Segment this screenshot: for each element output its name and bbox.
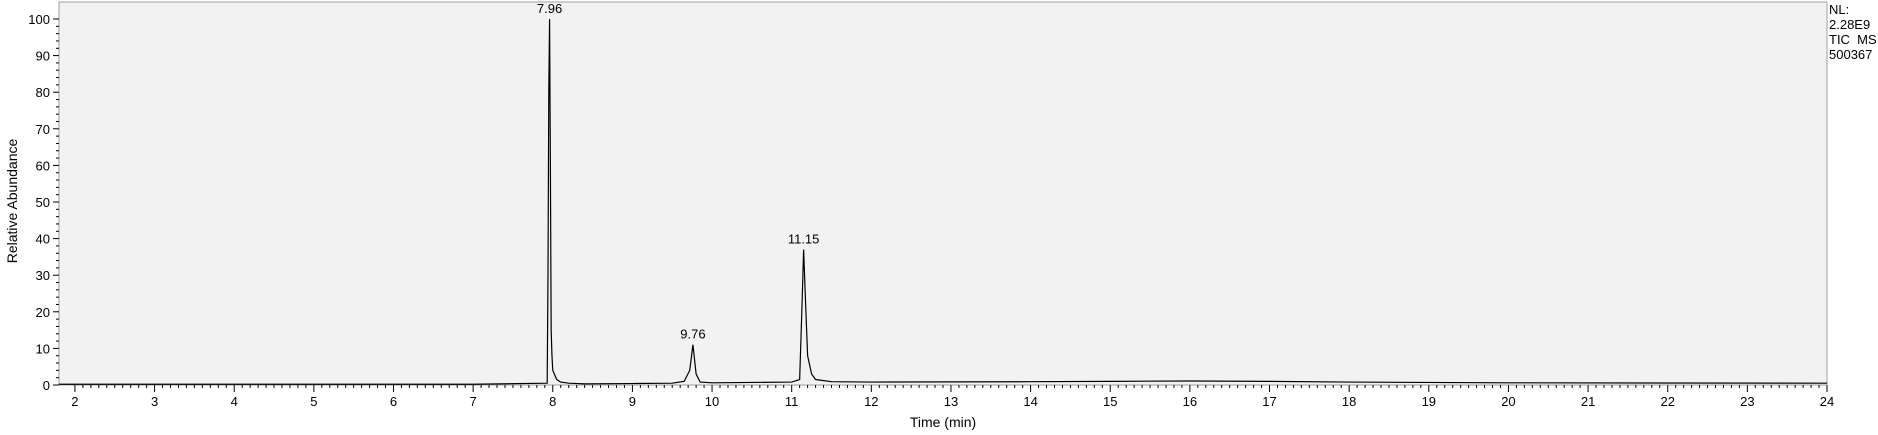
y-tick-label: 70 <box>36 122 50 137</box>
x-tick-label: 9 <box>629 394 636 409</box>
y-tick-label: 60 <box>36 158 50 173</box>
x-tick-label: 21 <box>1581 394 1595 409</box>
x-tick-label: 3 <box>151 394 158 409</box>
x-tick-label: 18 <box>1342 394 1356 409</box>
side-info: NL: 2.28E9 TIC MS 500367 <box>1829 2 1877 62</box>
x-tick-label: 20 <box>1501 394 1515 409</box>
x-tick-label: 4 <box>231 394 238 409</box>
y-axis-label: Relative Abundance <box>4 139 20 264</box>
x-tick-label: 6 <box>390 394 397 409</box>
y-tick-label: 0 <box>43 378 50 393</box>
x-tick-label: 8 <box>549 394 556 409</box>
side-info-line: NL: <box>1829 2 1850 17</box>
x-tick-label: 2 <box>71 394 78 409</box>
x-tick-label: 14 <box>1023 394 1037 409</box>
x-tick-label: 11 <box>785 394 799 409</box>
peak-label: 7.96 <box>537 1 562 16</box>
y-tick-label: 40 <box>36 232 50 247</box>
x-axis-label: Time (min) <box>910 414 976 430</box>
tic-trace-line <box>59 18 1828 385</box>
peak-labels: 7.96 9.76 11.15 <box>537 1 819 342</box>
y-tick-label: 20 <box>36 305 50 320</box>
y-tick-label: 100 <box>28 12 50 27</box>
side-info-line: 500367 <box>1829 47 1873 62</box>
side-info-line: 2.28E9 <box>1829 17 1871 32</box>
x-tick-label: 7 <box>470 394 477 409</box>
side-info-line: TIC MS <box>1829 32 1877 47</box>
y-tick-label: 80 <box>36 85 50 100</box>
x-tick-label: 12 <box>864 394 878 409</box>
x-tick-label: 5 <box>310 394 317 409</box>
x-tick-label: 24 <box>1820 394 1834 409</box>
x-tick-label: 22 <box>1660 394 1674 409</box>
x-tick-label: 19 <box>1422 394 1436 409</box>
plot-area <box>58 1 1828 386</box>
x-tick-label: 23 <box>1740 394 1754 409</box>
y-tick-label: 50 <box>36 195 50 210</box>
peak-label: 9.76 <box>680 327 705 342</box>
y-tick-label: 30 <box>36 268 50 283</box>
y-tick-label: 90 <box>36 49 50 64</box>
x-tick-label: 13 <box>944 394 958 409</box>
peak-label: 11.15 <box>788 232 820 247</box>
x-tick-label: 15 <box>1103 394 1117 409</box>
y-tick-label: 10 <box>36 341 50 356</box>
x-tick-label: 10 <box>705 394 719 409</box>
x-tick-label: 16 <box>1183 394 1197 409</box>
x-tick-label: 17 <box>1262 394 1276 409</box>
